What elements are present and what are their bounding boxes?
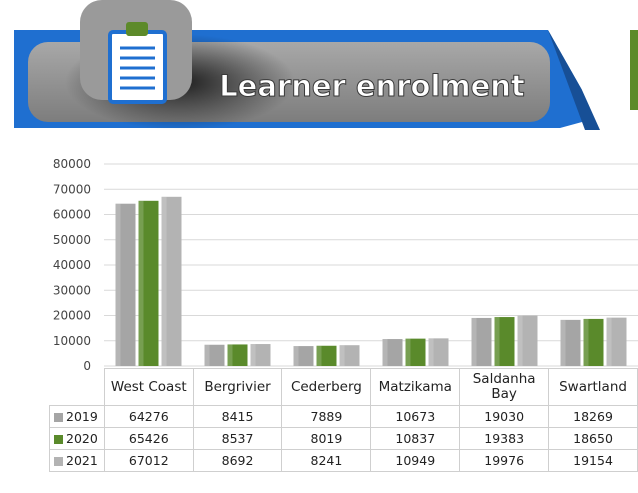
data-label: 18650 bbox=[548, 427, 638, 450]
bar-highlight bbox=[517, 315, 523, 366]
bar-highlight bbox=[161, 196, 167, 366]
data-label: 10949 bbox=[370, 449, 461, 472]
bar bbox=[339, 345, 360, 366]
bar-highlight bbox=[428, 338, 434, 366]
bar bbox=[316, 345, 337, 366]
banner-title: Learner enrolment bbox=[219, 69, 525, 103]
bar-highlight bbox=[494, 317, 500, 366]
bar-highlight bbox=[227, 344, 233, 366]
data-label: 19154 bbox=[548, 449, 638, 472]
bar bbox=[583, 318, 604, 366]
banner: Learner enrolment bbox=[14, 0, 638, 130]
category-label: Saldanha Bay bbox=[459, 368, 550, 406]
y-tick-label: 20000 bbox=[53, 309, 91, 323]
y-tick-label: 70000 bbox=[53, 182, 91, 196]
data-label: 10837 bbox=[370, 427, 461, 450]
series-name: 2020 bbox=[66, 431, 98, 446]
table-row: 2019 64276 8415 7889 10673 19030 18269 bbox=[49, 405, 638, 428]
bar-highlight bbox=[339, 345, 345, 366]
data-label: 64276 bbox=[103, 405, 194, 428]
category-label: West Coast bbox=[103, 368, 194, 406]
data-label: 19383 bbox=[459, 427, 550, 450]
data-label: 8415 bbox=[192, 405, 283, 428]
bar-highlight bbox=[560, 319, 566, 366]
data-label: 8241 bbox=[281, 449, 372, 472]
data-label: 18269 bbox=[548, 405, 638, 428]
legend-entry: 2021 bbox=[49, 449, 105, 472]
y-tick-label: 40000 bbox=[53, 258, 91, 272]
bar bbox=[606, 317, 627, 366]
bar bbox=[382, 339, 403, 366]
data-label: 8692 bbox=[192, 449, 283, 472]
table-row: 2021 67012 8692 8241 10949 19976 19154 bbox=[49, 449, 638, 472]
data-label: 8537 bbox=[192, 427, 283, 450]
banner-blue-shadow bbox=[548, 30, 600, 130]
bar bbox=[115, 203, 136, 366]
y-tick-label: 50000 bbox=[53, 233, 91, 247]
bar bbox=[517, 315, 538, 366]
bar-highlight bbox=[382, 339, 388, 366]
bar bbox=[494, 317, 515, 366]
bar bbox=[250, 344, 271, 366]
bar-highlight bbox=[405, 338, 411, 366]
series-name: 2021 bbox=[66, 453, 98, 468]
bar bbox=[227, 344, 248, 366]
bar bbox=[560, 319, 581, 366]
category-label: Bergrivier bbox=[192, 368, 283, 406]
category-label: Matzikama bbox=[370, 368, 461, 406]
bar-chart: 0 10000 20000 30000 40000 50000 60000 70000 8000… bbox=[53, 157, 638, 373]
bar-highlight bbox=[115, 203, 121, 366]
bar bbox=[405, 338, 426, 366]
legend-entry: 2020 bbox=[49, 427, 105, 450]
data-label: 65426 bbox=[103, 427, 194, 450]
table-row: 2020 65426 8537 8019 10837 19383 18650 bbox=[49, 427, 638, 450]
bar-highlight bbox=[138, 200, 144, 366]
bar bbox=[293, 346, 314, 366]
bar bbox=[428, 338, 449, 366]
table-header-row: West Coast Bergrivier Cederberg Matzikama Sa… bbox=[49, 368, 638, 406]
bar bbox=[138, 200, 159, 366]
data-label: 8019 bbox=[281, 427, 372, 450]
clipboard-icon bbox=[108, 22, 167, 104]
y-tick-label: 0 bbox=[83, 359, 91, 373]
data-label: 67012 bbox=[103, 449, 194, 472]
table-corner bbox=[49, 368, 105, 406]
legend-swatch bbox=[54, 435, 63, 444]
category-label: Cederberg bbox=[281, 368, 372, 406]
series-name: 2019 bbox=[66, 409, 98, 424]
y-tick-label: 60000 bbox=[53, 208, 91, 222]
data-table: West Coast Bergrivier Cederberg Matzikama Sa… bbox=[49, 368, 638, 472]
legend-swatch bbox=[54, 457, 63, 466]
y-tick-label: 10000 bbox=[53, 334, 91, 348]
bar-highlight bbox=[606, 317, 612, 366]
legend-entry: 2019 bbox=[49, 405, 105, 428]
bar-highlight bbox=[293, 346, 299, 366]
bar bbox=[204, 344, 225, 366]
bar-highlight bbox=[204, 344, 210, 366]
y-tick-label: 80000 bbox=[53, 157, 91, 171]
data-label: 19976 bbox=[459, 449, 550, 472]
bar-highlight bbox=[471, 317, 477, 366]
data-label: 10673 bbox=[370, 405, 461, 428]
data-label: 7889 bbox=[281, 405, 372, 428]
category-label: Swartland bbox=[548, 368, 638, 406]
bar-highlight bbox=[316, 345, 322, 366]
bar-highlight bbox=[583, 318, 589, 366]
right-green-edge bbox=[630, 30, 638, 110]
data-label: 19030 bbox=[459, 405, 550, 428]
legend-swatch bbox=[54, 413, 63, 422]
bar bbox=[471, 317, 492, 366]
bar bbox=[161, 196, 182, 366]
y-tick-label: 30000 bbox=[53, 283, 91, 297]
bar-highlight bbox=[250, 344, 256, 366]
